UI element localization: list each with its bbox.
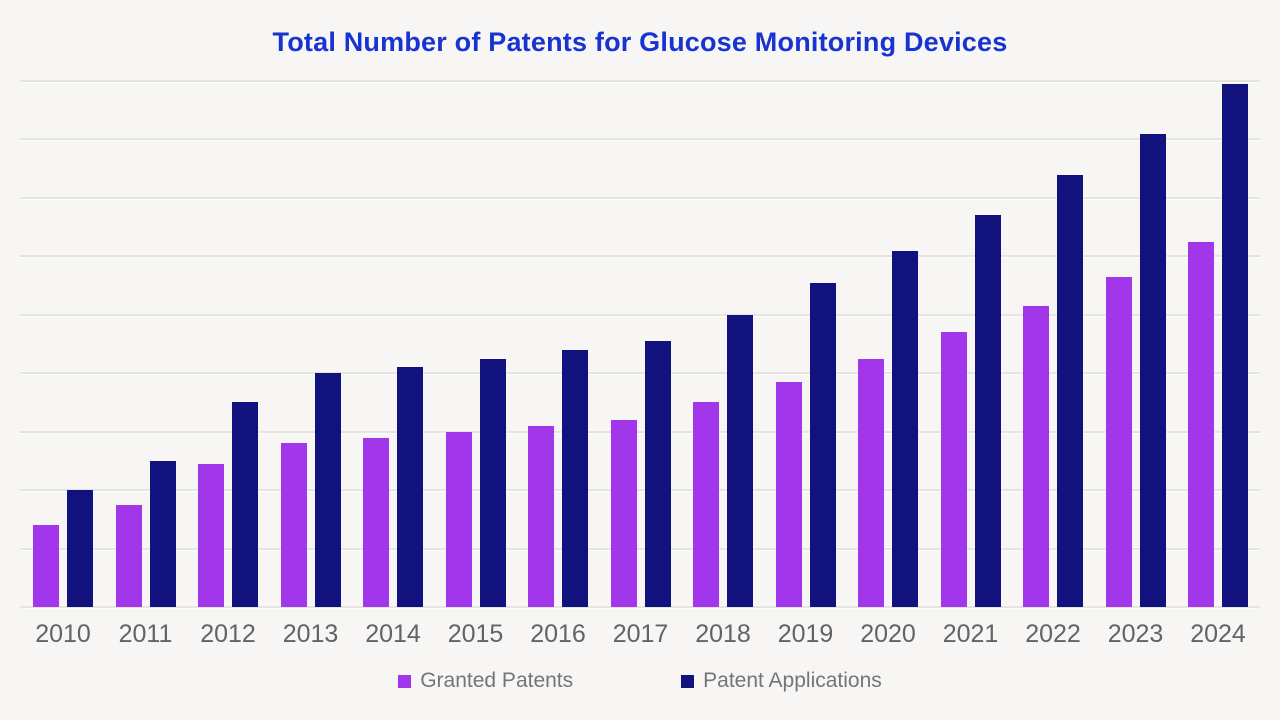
bar (727, 314, 753, 607)
bar-group (198, 81, 258, 607)
legend-item-patent-applications: Patent Applications (681, 669, 882, 693)
bar-group (1023, 81, 1083, 607)
bar-group (940, 81, 1001, 607)
bar-group (280, 81, 341, 607)
x-axis-label: 2020 (860, 620, 916, 648)
gridline (20, 489, 1260, 492)
bar-group (115, 81, 176, 607)
x-axis-label: 2022 (1025, 620, 1081, 648)
gridline (20, 606, 1260, 608)
bar (1105, 276, 1132, 607)
legend-label: Granted Patents (420, 669, 574, 692)
x-axis-label: 2015 (447, 620, 504, 648)
bar (1057, 174, 1083, 607)
bar-group (528, 81, 588, 607)
gridline (20, 430, 1260, 433)
bar-group (1105, 81, 1166, 607)
bar (314, 373, 341, 607)
bar-group (693, 81, 753, 607)
x-axis-label: 2012 (200, 620, 256, 648)
bar (775, 382, 802, 607)
bar (232, 402, 258, 607)
bar (198, 463, 224, 607)
x-axis-label: 2024 (1190, 620, 1246, 648)
gridline (20, 547, 1260, 550)
bar (528, 425, 554, 607)
granted-patents-swatch-icon (398, 674, 412, 688)
legend: Granted Patents Patent Applications (0, 669, 1280, 693)
gridline (20, 372, 1260, 375)
bar (858, 358, 884, 607)
gridline (20, 196, 1260, 199)
gridlines (20, 80, 1260, 608)
bar (892, 250, 918, 607)
bar (1139, 133, 1166, 607)
bar (67, 490, 93, 607)
plot-area (20, 80, 1260, 608)
bar (1023, 306, 1049, 607)
x-axis-label: 2017 (612, 620, 669, 648)
legend-label: Patent Applications (703, 669, 882, 692)
bar-group (363, 81, 423, 607)
bar (115, 504, 142, 607)
bar (974, 215, 1001, 607)
x-axis-label: 2016 (530, 620, 586, 648)
gridline (20, 80, 1260, 82)
bar (644, 341, 671, 607)
gridline (20, 138, 1260, 141)
legend-item-granted-patents: Granted Patents (398, 669, 573, 693)
bar (1222, 83, 1248, 607)
bar (363, 437, 389, 607)
x-axis-label: 2013 (282, 620, 339, 648)
x-axis-labels: 2010 2011 2012 2013 2014 2015 2016 2017 2018 2019… (20, 620, 1260, 649)
bar (280, 443, 307, 607)
bar (445, 431, 472, 607)
bar-group (610, 81, 671, 607)
x-axis-label: 2023 (1107, 620, 1164, 648)
patent-applications-swatch-icon (681, 674, 695, 688)
x-axis-label: 2019 (777, 620, 834, 648)
bar (397, 367, 423, 607)
bar (809, 282, 836, 607)
bar-group (775, 81, 836, 607)
x-axis-label: 2011 (118, 620, 173, 648)
bar-group (1188, 81, 1248, 607)
bar (479, 358, 506, 607)
gridline (20, 255, 1260, 258)
bar-group (858, 81, 918, 607)
x-axis-label: 2010 (35, 620, 91, 648)
bar (940, 332, 967, 607)
x-axis-label: 2014 (365, 620, 421, 648)
bar-group (445, 81, 506, 607)
bar (149, 460, 176, 607)
bar (693, 402, 719, 607)
bar (33, 525, 59, 607)
bar (1188, 241, 1214, 607)
bar-groups (20, 81, 1260, 607)
gridline (20, 313, 1260, 316)
x-axis-label: 2018 (695, 620, 751, 648)
chart-title: Total Number of Patents for Glucose Moni… (272, 27, 1008, 57)
bar (610, 419, 637, 607)
x-axis-label: 2021 (942, 620, 999, 648)
bar-group (33, 81, 93, 607)
bar (562, 349, 588, 607)
